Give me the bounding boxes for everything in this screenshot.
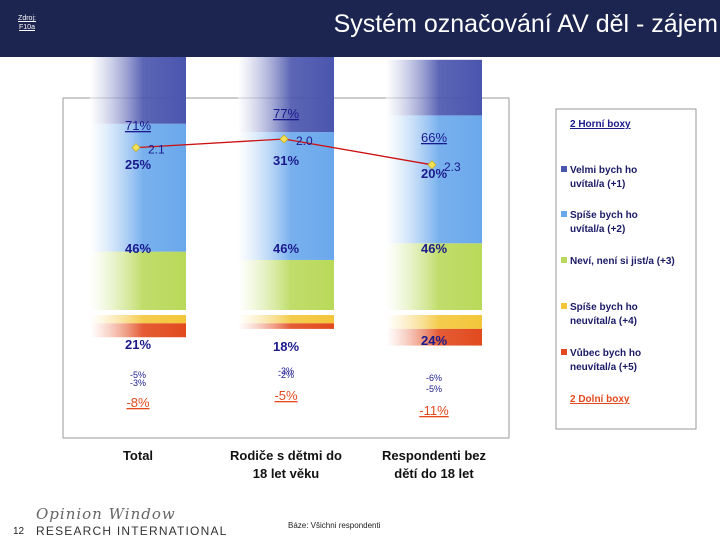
- data-label: 24%: [421, 333, 447, 348]
- bar-segment: [238, 57, 334, 133]
- legend-box: [555, 108, 697, 430]
- legend-entry: Neví, není si jist/a (+3): [570, 256, 675, 267]
- top2-label: 66%: [421, 130, 447, 145]
- bottom2-label: -8%: [126, 395, 150, 410]
- mean-label: 2.0: [296, 134, 313, 148]
- logo-script-text: Opinion Window: [36, 505, 176, 523]
- bar-segment: [90, 123, 186, 252]
- legend-entry: Velmi bych ho: [570, 165, 637, 176]
- category-label: dětí do 18 let: [394, 466, 474, 481]
- legend-entry: Spíše bych ho: [570, 210, 638, 221]
- bottom2-label: -11%: [419, 403, 449, 418]
- data-label: 18%: [273, 339, 299, 354]
- bar-segment: [90, 315, 186, 324]
- data-label: 46%: [125, 241, 151, 256]
- legend-swatch: [561, 257, 567, 263]
- bar-segment: [238, 259, 334, 310]
- mean-marker: [427, 160, 437, 170]
- legend-entry: uvítal/a (+2): [570, 224, 625, 235]
- page-title: Systém označování AV děl - zájem: [333, 10, 718, 38]
- top2-label: 77%: [273, 106, 299, 121]
- legend-swatch: [561, 211, 567, 217]
- bar-segment: [238, 315, 334, 324]
- data-label: 31%: [273, 153, 299, 168]
- data-label: 25%: [125, 157, 151, 172]
- source-label: Zdroj: F10a: [18, 15, 36, 31]
- data-label: 46%: [273, 241, 299, 256]
- data-label: 46%: [421, 241, 447, 256]
- bar-segment: [386, 59, 482, 116]
- base-note: Báze: Všichni respondenti: [288, 521, 381, 530]
- legend-bottom2-label: 2 Dolní boxy: [570, 394, 630, 405]
- mean-marker: [131, 143, 141, 153]
- bar-segment: [386, 115, 482, 244]
- data-label: 20%: [421, 166, 447, 181]
- data-label: 21%: [125, 337, 151, 352]
- data-label: -3%: [278, 366, 294, 376]
- bar-segment: [386, 243, 482, 310]
- legend-swatch: [561, 349, 567, 355]
- bar-segment: [238, 132, 334, 260]
- legend-entry: Vůbec bych ho: [570, 347, 641, 359]
- logo-main-text: RESEARCH INTERNATIONAL: [36, 524, 228, 538]
- legend-entry: neuvítal/a (+5): [570, 362, 637, 373]
- legend-entry: Spíše bych ho: [570, 302, 638, 313]
- bar-segment: [386, 315, 482, 329]
- category-label: Respondenti bez: [382, 448, 487, 463]
- header-bar: Zdroj: F10a Systém označování AV děl - z…: [0, 0, 720, 57]
- data-label: -5%: [426, 384, 442, 394]
- legend-swatch: [561, 166, 567, 172]
- category-label: Rodiče s dětmi do: [230, 448, 342, 463]
- bottom2-label: -5%: [274, 388, 298, 403]
- legend-entry: neuvítal/a (+4): [570, 316, 637, 327]
- top2-label: 71%: [125, 118, 151, 133]
- data-label: -3%: [130, 378, 146, 388]
- legend-top2-label: 2 Horní boxy: [570, 119, 631, 130]
- chart: 25%46%21%-5%-3%31%46%18%-2%-3%20%46%24%-…: [62, 57, 697, 481]
- data-label: -6%: [426, 373, 442, 383]
- bar-segment: [238, 323, 334, 329]
- category-label: Total: [123, 448, 153, 463]
- mean-label: 2.3: [444, 160, 461, 174]
- legend-entry: uvítal/a (+1): [570, 179, 625, 190]
- mean-marker: [279, 134, 289, 144]
- bar-segment: [386, 328, 482, 346]
- bar-segment: [90, 251, 186, 310]
- page-number: 12: [13, 526, 25, 537]
- bar-segment: [90, 323, 186, 338]
- bar-segment: [90, 57, 186, 124]
- data-label: -5%: [130, 370, 146, 380]
- legend-swatch: [561, 303, 567, 309]
- data-label: -2%: [278, 370, 294, 380]
- mean-label: 2.1: [148, 143, 165, 157]
- category-label: 18 let věku: [253, 466, 320, 481]
